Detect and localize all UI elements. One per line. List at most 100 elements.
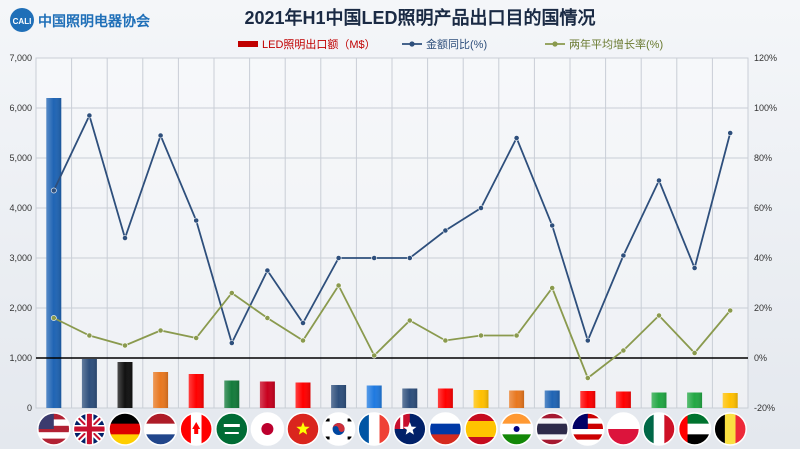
bar <box>509 390 525 408</box>
flag-icon <box>499 412 534 446</box>
series-point <box>727 130 734 136</box>
bar <box>580 391 596 408</box>
flag-icon <box>571 412 605 446</box>
left-tick-label: 0 <box>27 403 32 413</box>
series-point <box>513 332 520 339</box>
right-tick-label: -20% <box>754 403 775 413</box>
brand-name: 中国照明电器协会 <box>38 13 151 29</box>
flag-icon <box>535 412 569 446</box>
bar <box>188 374 204 408</box>
series-point <box>300 337 306 344</box>
series-point <box>335 255 342 261</box>
bar-shade <box>331 385 347 408</box>
bar <box>331 385 347 408</box>
series-point <box>122 235 128 241</box>
flag-icon <box>286 412 320 446</box>
bar <box>473 390 489 408</box>
chart-title: 2021年H1中国LED照明产品出口目的国情况 <box>244 7 595 28</box>
bar-shade <box>188 374 204 408</box>
series-point <box>406 317 413 324</box>
series-point <box>620 252 627 259</box>
series-point <box>584 375 591 381</box>
legend-item: 两年平均增长率(%) <box>545 37 663 51</box>
flag-icon <box>108 412 142 446</box>
bar <box>117 362 133 408</box>
series-point <box>549 285 556 291</box>
bar <box>687 392 703 408</box>
left-axis-ticks: 0 1,000 2,000 3,000 4,000 5,000 6,000 7,000 <box>9 53 32 413</box>
flag-icon <box>250 412 285 446</box>
bar-shade <box>544 390 560 408</box>
series-point <box>228 290 235 296</box>
bar-shade <box>615 391 631 408</box>
bar-shade <box>295 382 311 408</box>
series-point <box>50 187 57 194</box>
bar-shade <box>509 390 525 408</box>
series-point <box>620 347 627 354</box>
right-tick-label: 0% <box>754 353 767 363</box>
bar <box>615 391 631 408</box>
series-point <box>371 255 378 261</box>
bar <box>722 393 738 408</box>
brand-logo: CALI 中国照明电器协会 <box>10 8 151 32</box>
flag-icon <box>143 412 178 446</box>
bar <box>366 385 382 408</box>
left-tick-label: 2,000 <box>9 303 32 313</box>
legend: LED照明出口额（M$） 金额同比(%) 两年平均增长率(%) <box>238 37 663 51</box>
right-axis-ticks: -20% 0% 20% 40% 60% 80% 100% 120% <box>754 53 777 413</box>
right-tick-label: 40% <box>754 253 772 263</box>
series-point <box>442 227 449 234</box>
series-point <box>442 337 449 344</box>
series-point <box>86 112 93 119</box>
flag-icon <box>179 412 213 446</box>
left-tick-label: 7,000 <box>9 53 32 63</box>
flag-icon <box>393 412 427 446</box>
right-tick-label: 120% <box>754 53 777 63</box>
series-point <box>86 332 93 339</box>
series-point <box>513 135 520 141</box>
left-tick-label: 5,000 <box>9 153 32 163</box>
series-point <box>335 282 342 289</box>
series-point <box>691 265 698 271</box>
legend-label: LED照明出口额（M$） <box>262 37 376 51</box>
bar-shade <box>117 362 133 408</box>
series-point <box>406 255 413 261</box>
series-point <box>656 177 662 184</box>
flag-icon <box>713 412 747 446</box>
brand-badge: CALI <box>13 17 32 26</box>
legend-swatch-marker <box>409 41 415 47</box>
bar-shade <box>224 380 240 408</box>
bar-shade <box>722 393 738 408</box>
series-point <box>584 337 591 344</box>
bar-shade <box>687 392 703 408</box>
bar-shade <box>651 392 667 408</box>
series-point <box>656 312 662 319</box>
legend-label: 金额同比(%) <box>426 37 487 51</box>
legend-swatch-bar <box>238 41 258 47</box>
series-point <box>157 327 164 334</box>
series-line-2 <box>53 283 731 380</box>
bar <box>402 388 418 408</box>
series-point <box>478 205 484 211</box>
bar-shade <box>473 390 489 408</box>
flag-icon <box>464 412 498 446</box>
series-point <box>193 335 200 341</box>
series-point <box>122 342 128 349</box>
flag-icon <box>642 412 676 446</box>
bar <box>81 359 97 408</box>
bar <box>437 388 453 408</box>
series-point <box>264 315 271 321</box>
series-point <box>478 332 484 339</box>
series-point <box>50 315 57 321</box>
legend-swatch-marker <box>552 41 558 47</box>
bar-shade <box>81 359 97 408</box>
right-tick-label: 100% <box>754 103 777 113</box>
series-point <box>193 217 200 224</box>
series-point <box>264 267 271 274</box>
bars <box>46 98 738 408</box>
flag-icon <box>37 412 71 446</box>
bar <box>651 392 667 408</box>
bar <box>259 381 275 408</box>
